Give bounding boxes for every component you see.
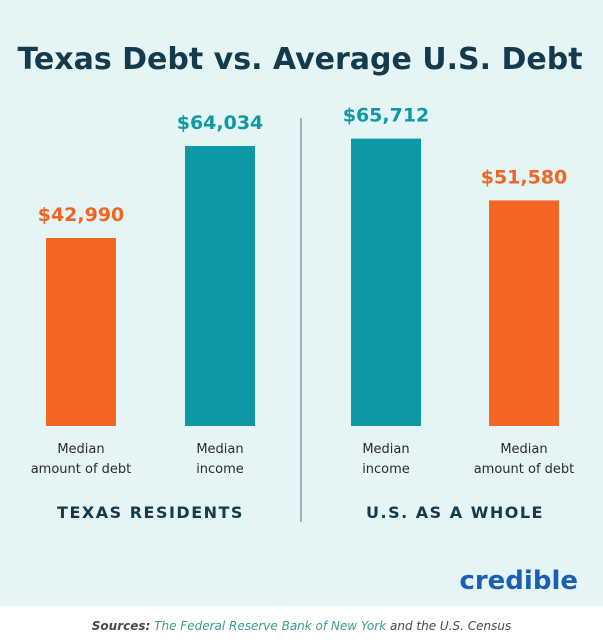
category-label: Median xyxy=(196,442,243,457)
value-label: $65,712 xyxy=(343,105,430,127)
source-link-federal-reserve[interactable]: The Federal Reserve Bank of New York xyxy=(154,619,387,633)
category-label: Median xyxy=(500,442,547,457)
category-label: income xyxy=(196,462,244,477)
chart-title: Texas Debt vs. Average U.S. Debt xyxy=(17,42,582,77)
sources-label: Sources: xyxy=(91,619,151,633)
panel-label: U.S. AS A WHOLE xyxy=(366,503,544,522)
category-label: Median xyxy=(57,442,104,457)
chart-svg: Texas Debt vs. Average U.S. Debt $42,990… xyxy=(17,42,582,596)
value-label: $51,580 xyxy=(481,166,568,188)
category-label: amount of debt xyxy=(474,462,575,477)
value-label: $42,990 xyxy=(38,204,125,226)
panel-label: TEXAS RESIDENTS xyxy=(57,503,244,522)
category-label: amount of debt xyxy=(31,462,132,477)
bar-texas-debt xyxy=(46,237,116,426)
bar-us-income xyxy=(351,138,421,427)
bar-texas-income xyxy=(185,145,255,426)
credible-logo: credible xyxy=(459,566,578,596)
category-label: Median xyxy=(362,442,409,457)
bar-us-debt xyxy=(489,200,559,426)
sources-footer: Sources: The Federal Reserve Bank of New… xyxy=(0,619,603,633)
value-label: $64,034 xyxy=(177,112,264,134)
category-label: income xyxy=(362,462,410,477)
sources-connector: and the U.S. Census xyxy=(390,619,512,633)
chart-panel: Texas Debt vs. Average U.S. Debt $42,990… xyxy=(0,0,603,606)
